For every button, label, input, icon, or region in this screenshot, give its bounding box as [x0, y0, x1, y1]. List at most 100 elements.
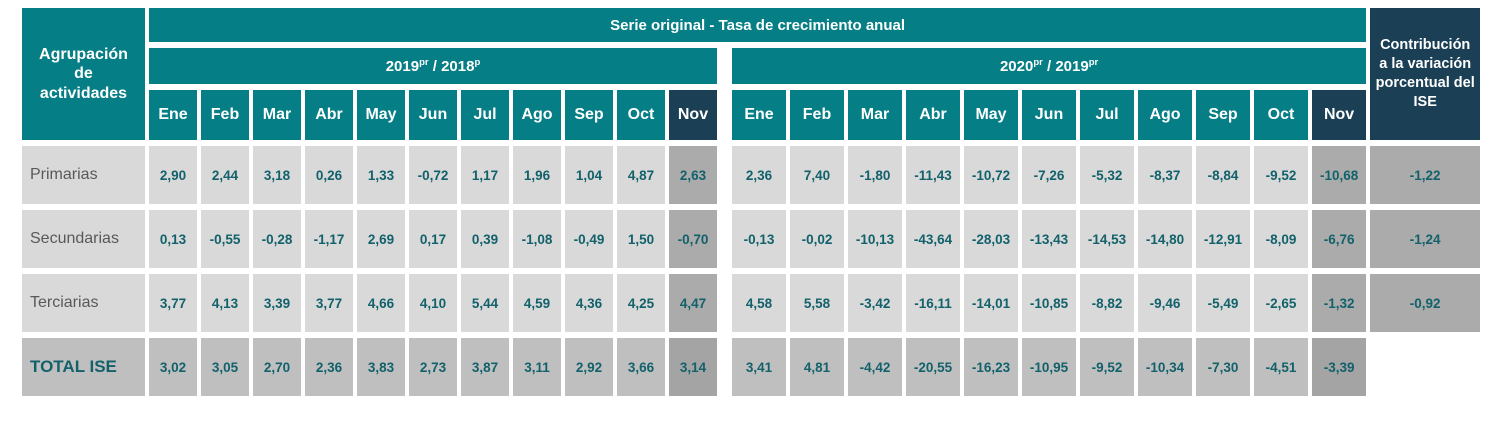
- data-cell-primarias-2020-abr: -11,43: [906, 146, 960, 204]
- group1-sup-b: p: [474, 57, 481, 68]
- data-cell-total-ise-2019-jun: 2,73: [409, 338, 457, 396]
- data-cell-terciarias-2020-jun: -10,85: [1022, 274, 1076, 332]
- data-cell-secundarias-2020-abr: -43,64: [906, 210, 960, 268]
- data-cell-primarias-2019-ago: 1,96: [513, 146, 561, 204]
- contribution-header-text: Contribución a la variación porcentual d…: [1371, 36, 1479, 111]
- group-gap: [721, 90, 728, 140]
- contribution-header: Contribución a la variación porcentual d…: [1370, 8, 1481, 140]
- row-group-header-text: Agrupación de actividades: [34, 45, 134, 104]
- month-header-2019-sep: Sep: [565, 90, 613, 140]
- data-cell-terciarias-2019-ago: 4,59: [513, 274, 561, 332]
- month-header-2020-mar: Mar: [848, 90, 902, 140]
- data-cell-primarias-2020-ene: 2,36: [732, 146, 786, 204]
- data-cell-secundarias-2019-jul: 0,39: [461, 210, 509, 268]
- data-cell-secundarias-2019-mar: -0,28: [253, 210, 301, 268]
- group-gap: [721, 210, 728, 268]
- month-header-2019-jul: Jul: [461, 90, 509, 140]
- data-cell-secundarias-2019-feb: -0,55: [201, 210, 249, 268]
- data-cell-total-ise-2020-jul: -9,52: [1080, 338, 1134, 396]
- month-header-2020-jul: Jul: [1080, 90, 1134, 140]
- contribution-cell-secundarias: -1,24: [1370, 210, 1481, 268]
- month-header-2020-ene: Ene: [732, 90, 786, 140]
- row-label-primarias: Primarias: [22, 146, 145, 204]
- data-cell-total-ise-2020-nov: -3,39: [1312, 338, 1367, 396]
- data-cell-terciarias-2019-may: 4,66: [357, 274, 405, 332]
- group2-separator: /: [1042, 58, 1056, 75]
- data-cell-terciarias-2019-jul: 5,44: [461, 274, 509, 332]
- data-cell-secundarias-2020-mar: -10,13: [848, 210, 902, 268]
- month-header-2020-feb: Feb: [790, 90, 844, 140]
- data-cell-secundarias-2020-oct: -8,09: [1254, 210, 1308, 268]
- data-cell-terciarias-2019-nov: 4,47: [669, 274, 717, 332]
- month-header-2019-ene: Ene: [149, 90, 197, 140]
- data-cell-secundarias-2019-ene: 0,13: [149, 210, 197, 268]
- data-cell-total-ise-2019-abr: 2,36: [305, 338, 353, 396]
- month-header-2020-may: May: [964, 90, 1018, 140]
- data-cell-terciarias-2019-ene: 3,77: [149, 274, 197, 332]
- data-cell-primarias-2019-mar: 3,18: [253, 146, 301, 204]
- month-header-2019-feb: Feb: [201, 90, 249, 140]
- group-gap: [721, 48, 728, 84]
- group1-sup-a: pr: [419, 57, 429, 68]
- month-header-2020-oct: Oct: [1254, 90, 1308, 140]
- data-cell-terciarias-2019-sep: 4,36: [565, 274, 613, 332]
- month-header-2019-abr: Abr: [305, 90, 353, 140]
- row-group-header: Agrupación de actividades: [22, 8, 145, 140]
- data-cell-primarias-2019-jul: 1,17: [461, 146, 509, 204]
- data-cell-total-ise-2020-abr: -20,55: [906, 338, 960, 396]
- data-cell-total-ise-2019-oct: 3,66: [617, 338, 665, 396]
- table-row-terciarias: Terciarias 3,77 4,13 3,39 3,77 4,66 4,10 5,44 4,…: [22, 274, 1481, 332]
- row-group-line-1: Agrupación: [39, 45, 128, 63]
- data-cell-primarias-2020-nov: -10,68: [1312, 146, 1367, 204]
- contribution-line-2: a la variación: [1379, 56, 1472, 73]
- contribution-cell-primarias: -1,22: [1370, 146, 1481, 204]
- group2-sup-a: pr: [1033, 57, 1043, 68]
- data-cell-secundarias-2019-oct: 1,50: [617, 210, 665, 268]
- month-header-2020-jun: Jun: [1022, 90, 1076, 140]
- month-header-2020-ago: Ago: [1138, 90, 1192, 140]
- data-cell-secundarias-2019-nov: -0,70: [669, 210, 717, 268]
- data-cell-terciarias-2019-jun: 4,10: [409, 274, 457, 332]
- data-cell-primarias-2019-oct: 4,87: [617, 146, 665, 204]
- data-cell-terciarias-2020-abr: -16,11: [906, 274, 960, 332]
- data-cell-primarias-2020-may: -10,72: [964, 146, 1018, 204]
- data-cell-secundarias-2020-ene: -0,13: [732, 210, 786, 268]
- data-cell-terciarias-2020-oct: -2,65: [1254, 274, 1308, 332]
- group2-sup-b: pr: [1088, 57, 1099, 68]
- month-header-2019-jun: Jun: [409, 90, 457, 140]
- group1-year-b: 2018: [441, 58, 475, 75]
- month-header-2020-abr: Abr: [906, 90, 960, 140]
- row-label-secundarias: Secundarias: [22, 210, 145, 268]
- group2-year-a: 2020: [999, 58, 1034, 75]
- month-header-2020-sep: Sep: [1196, 90, 1250, 140]
- data-cell-secundarias-2019-may: 2,69: [357, 210, 405, 268]
- row-label-total-ise: TOTAL ISE: [22, 338, 145, 396]
- group-header-2019-2018: 2019pr / 2018p: [149, 48, 717, 84]
- data-cell-secundarias-2020-may: -28,03: [964, 210, 1018, 268]
- data-cell-terciarias-2019-feb: 4,13: [201, 274, 249, 332]
- group-gap: [721, 146, 728, 204]
- row-group-line-3: actividades: [39, 84, 128, 102]
- group1-separator: /: [428, 58, 442, 75]
- header-row-title: Agrupación de actividades Serie original…: [22, 8, 1481, 140]
- data-cell-primarias-2019-ene: 2,90: [149, 146, 197, 204]
- data-cell-primarias-2020-oct: -9,52: [1254, 146, 1308, 204]
- data-cell-primarias-2019-jun: -0,72: [409, 146, 457, 204]
- ise-growth-table-container: Agrupación de actividades Serie original…: [18, 2, 1504, 402]
- data-cell-total-ise-2019-sep: 2,92: [565, 338, 613, 396]
- data-cell-primarias-2019-may: 1,33: [357, 146, 405, 204]
- data-cell-primarias-2020-mar: -1,80: [848, 146, 902, 204]
- table-body: Primarias 2,90 2,44 3,18 0,26 1,33 -0,72 1,17 1,…: [22, 146, 1481, 396]
- data-cell-primarias-2020-jul: -5,32: [1080, 146, 1134, 204]
- month-header-2019-may: May: [357, 90, 405, 140]
- data-cell-secundarias-2019-ago: -1,08: [513, 210, 561, 268]
- data-cell-terciarias-2020-jul: -8,82: [1080, 274, 1134, 332]
- header-row-months: Ene Feb Mar Abr May Jun Jul Ago Sep Oct Nov Ene Feb M…: [22, 90, 1480, 140]
- data-cell-total-ise-2019-ago: 3,11: [513, 338, 561, 396]
- contribution-cell-empty: [1370, 338, 1480, 396]
- data-cell-primarias-2019-nov: 2,63: [669, 146, 717, 204]
- data-cell-terciarias-2020-mar: -3,42: [848, 274, 902, 332]
- data-cell-terciarias-2020-ago: -9,46: [1138, 274, 1192, 332]
- data-cell-total-ise-2020-feb: 4,81: [790, 338, 844, 396]
- group1-year-a: 2019: [385, 58, 420, 75]
